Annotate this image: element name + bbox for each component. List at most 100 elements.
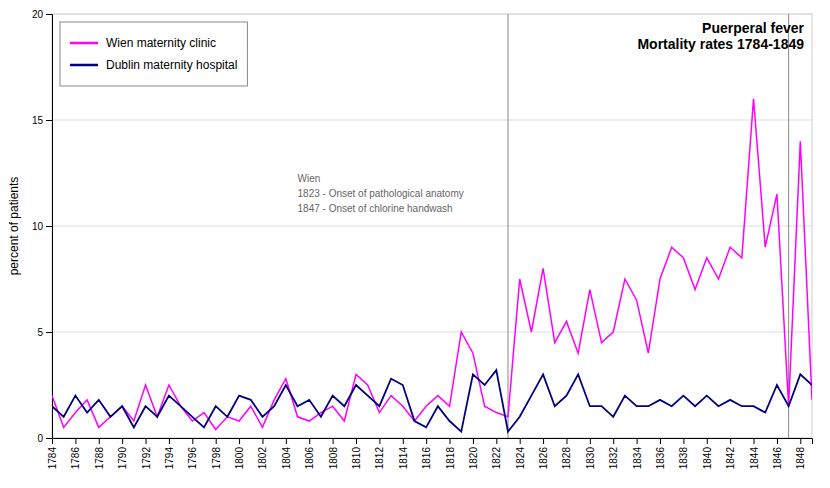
x-tick-label: 1818 <box>445 447 456 470</box>
x-tick: 1798 <box>211 438 222 469</box>
x-tick-mark <box>800 438 801 444</box>
x-tick-mark <box>286 438 287 444</box>
x-tick-label: 1826 <box>538 447 549 470</box>
y-tick-label: 5 <box>37 327 43 338</box>
x-tick-mark <box>192 438 193 444</box>
y-axis-line <box>46 15 53 439</box>
grid <box>52 14 812 438</box>
x-tick: 1810 <box>351 438 362 469</box>
x-tick-mark <box>239 438 240 444</box>
x-tick-label: 1790 <box>117 447 128 470</box>
y-tick: 10 <box>32 221 52 232</box>
x-tick-mark <box>730 438 731 444</box>
x-tick: 1844 <box>749 438 760 469</box>
chart: 1784178617881790179217941796179818001802… <box>0 0 830 488</box>
x-tick-mark <box>403 438 404 444</box>
x-tick-mark <box>356 438 357 444</box>
x-tick-mark <box>707 438 708 444</box>
x-tick: 1842 <box>725 438 736 469</box>
x-tick: 1784 <box>47 438 58 469</box>
x-tick: 1808 <box>328 438 339 469</box>
x-tick: 1800 <box>234 438 245 469</box>
y-tick-label: 20 <box>32 9 44 20</box>
y-tick: 20 <box>32 9 52 20</box>
x-tick-label: 1784 <box>47 447 58 470</box>
x-tick: 1846 <box>772 438 783 469</box>
x-tick-label: 1840 <box>702 447 713 470</box>
x-tick: 1792 <box>141 438 152 469</box>
x-tick: 1804 <box>281 438 292 469</box>
x-tick-label: 1822 <box>491 447 502 470</box>
x-tick-mark <box>613 438 614 444</box>
x-tick-mark <box>309 438 310 444</box>
x-tick-mark <box>496 438 497 444</box>
x-tick-mark <box>637 438 638 444</box>
x-tick-mark <box>683 438 684 444</box>
x-tick: 1838 <box>678 438 689 469</box>
x-tick-mark <box>122 438 123 444</box>
x-tick: 1828 <box>561 438 572 469</box>
x-tick-mark <box>99 438 100 444</box>
title: Puerperal feverMortality rates 1784-1849 <box>637 20 804 53</box>
grid-line <box>52 120 812 121</box>
plot-background <box>52 14 812 438</box>
x-tick-label: 1832 <box>608 447 619 470</box>
x-tick-mark <box>777 438 778 444</box>
y-axis: 0 5 10 15 20 <box>32 9 53 444</box>
x-tick-mark <box>543 438 544 444</box>
x-tick-label: 1794 <box>164 447 175 470</box>
grid-line <box>52 226 812 227</box>
y-tick-mark <box>46 332 52 333</box>
reference-line <box>508 14 509 438</box>
x-tick: 1834 <box>632 438 643 469</box>
plot-area: 1784178617881790179217941796179818001802… <box>32 9 813 470</box>
x-tick: 1832 <box>608 438 619 469</box>
x-tick: 1790 <box>117 438 128 469</box>
x-tick-mark <box>566 438 567 444</box>
x-tick-label: 1846 <box>772 447 783 470</box>
x-tick: 1830 <box>585 438 596 469</box>
x-tick-mark <box>754 438 755 444</box>
x-tick-label: 1824 <box>515 447 526 470</box>
x-tick-label: 1810 <box>351 447 362 470</box>
y-tick-mark <box>46 438 52 439</box>
grid-line <box>52 332 812 333</box>
x-tick-mark <box>590 438 591 444</box>
x-tick-label: 1820 <box>468 447 479 470</box>
x-tick-label: 1802 <box>257 447 268 470</box>
x-tick: 1840 <box>702 438 713 469</box>
x-tick-label: 1828 <box>561 447 572 470</box>
x-tick: 1822 <box>491 438 502 469</box>
x-tick-label: 1798 <box>211 447 222 470</box>
y-tick: 5 <box>37 327 52 338</box>
marks <box>52 14 812 438</box>
x-tick: 1826 <box>538 438 549 469</box>
x-tick-label: 1844 <box>749 447 760 470</box>
x-tick: 1796 <box>187 438 198 469</box>
x-tick-label: 1836 <box>655 447 666 470</box>
y-tick-label: 10 <box>32 221 44 232</box>
reference-line <box>788 14 789 438</box>
x-tick-label: 1842 <box>725 447 736 470</box>
y-tick-label: 0 <box>37 433 43 444</box>
y-tick-mark <box>46 226 52 227</box>
legend-label: Dublin maternity hospital <box>106 58 237 72</box>
x-tick-label: 1830 <box>585 447 596 470</box>
x-tick-label: 1792 <box>141 447 152 470</box>
x-tick: 1812 <box>374 438 385 469</box>
x-tick: 1806 <box>304 438 315 469</box>
x-tick: 1848 <box>795 438 806 469</box>
x-tick: 1788 <box>94 438 105 469</box>
x-tick-label: 1834 <box>632 447 643 470</box>
x-axis: 1784178617881790179217941796179818001802… <box>47 438 813 469</box>
x-tick: 1802 <box>257 438 268 469</box>
x-tick-label: 1816 <box>421 447 432 470</box>
legend-swatch <box>70 64 98 67</box>
x-tick-mark <box>75 438 76 444</box>
y-tick-label: 15 <box>32 115 44 126</box>
x-tick-label: 1808 <box>328 447 339 470</box>
x-tick-label: 1838 <box>678 447 689 470</box>
legend-label: Wien maternity clinic <box>106 36 216 50</box>
x-tick-label: 1788 <box>94 447 105 470</box>
x-tick-label: 1796 <box>187 447 198 470</box>
